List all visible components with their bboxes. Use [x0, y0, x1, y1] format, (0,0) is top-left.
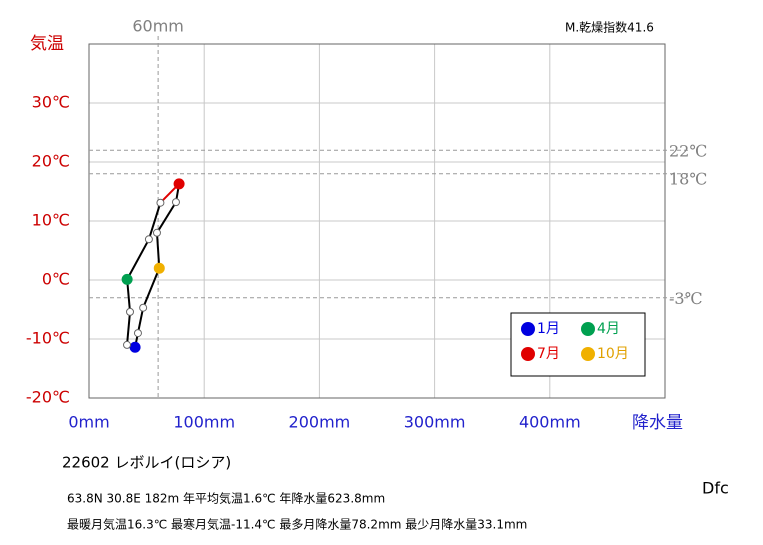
month-point — [173, 178, 185, 190]
reference-label: 60mm — [132, 17, 184, 36]
reference-label: 18℃ — [669, 169, 707, 188]
dryness-index: M.乾燥指数41.6 — [565, 20, 654, 35]
month-point — [144, 235, 153, 244]
y-axis-label: 気温 — [30, 34, 64, 54]
month-point — [171, 198, 180, 207]
station: 22602 レボルイ(ロシア) — [62, 454, 231, 472]
climate-class: Dfc — [702, 479, 729, 498]
x-tick-label: 300mm — [404, 413, 466, 432]
legend-label: 4月 — [597, 321, 620, 337]
reference-label: -3℃ — [669, 289, 702, 308]
x-tick-label: 100mm — [173, 413, 235, 432]
plot-frame — [88, 43, 666, 399]
y-tick-label: 0℃ — [42, 270, 70, 289]
month-segment — [142, 267, 161, 309]
y-tick-label: 20℃ — [32, 152, 70, 171]
month-segment — [126, 238, 150, 280]
month-point — [139, 303, 148, 312]
legend-marker — [581, 322, 595, 336]
legend-marker — [521, 322, 535, 336]
info-line: 63.8N 30.8E 182m 年平均気温1.6℃ 年降水量623.8mm — [67, 491, 385, 506]
month-segment — [147, 202, 162, 240]
month-point — [133, 329, 142, 338]
y-tick-label: -20℃ — [26, 388, 70, 407]
y-tick-label: -10℃ — [26, 329, 70, 348]
reference-label: 22℃ — [669, 142, 707, 161]
month-point — [129, 341, 141, 353]
info-line: 最暖月気温16.3℃ 最寒月気温-11.4℃ 最多月降水量78.2mm 最少月降… — [67, 517, 527, 532]
month-point — [152, 228, 161, 237]
month-segment — [136, 307, 145, 334]
legend-marker — [581, 347, 595, 361]
month-segment — [126, 311, 132, 345]
month-point — [156, 198, 165, 207]
x-tick-label: 200mm — [289, 413, 351, 432]
y-tick-label: 30℃ — [32, 93, 70, 112]
x-tick-label: 400mm — [519, 413, 581, 432]
y-tick-label: 10℃ — [32, 211, 70, 230]
legend-label: 10月 — [597, 346, 629, 362]
x-tick-label: 0mm — [68, 413, 109, 432]
legend-label: 7月 — [537, 346, 560, 362]
month-point — [121, 273, 133, 285]
month-segment — [156, 201, 177, 234]
x-axis-label: 降水量 — [632, 413, 683, 433]
legend-label: 1月 — [537, 321, 560, 337]
month-point — [153, 262, 165, 274]
legend-marker — [521, 347, 535, 361]
month-point — [126, 307, 135, 316]
month-segment — [155, 232, 161, 269]
legend-box — [510, 312, 646, 377]
month-point — [123, 340, 132, 349]
